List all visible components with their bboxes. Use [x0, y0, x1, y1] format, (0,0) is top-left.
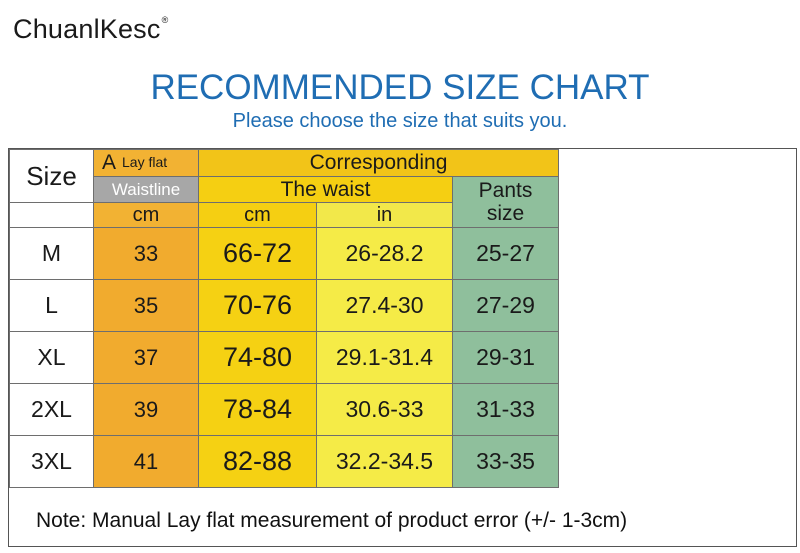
lay-flat-letter: A [102, 151, 117, 174]
row-size: XL [9, 331, 94, 384]
table-row: 3XL 41 82-88 32.2-34.5 33-35 [9, 435, 560, 488]
pants-label: Pants [478, 178, 533, 202]
lay-flat-header: A Lay flat [93, 149, 199, 177]
row-waist-in: 30.6-33 [316, 383, 453, 436]
row-size: 3XL [9, 435, 94, 488]
row-waist-cm: 82-88 [198, 435, 317, 488]
page-subtitle: Please choose the size that suits you. [232, 110, 568, 132]
row-pants-size: 25-27 [451, 227, 560, 280]
unit-cm-flat: cm [93, 202, 199, 228]
size-header-spacer [9, 202, 94, 228]
waistline-header: Waistline [93, 176, 199, 203]
row-waist-in: 29.1-31.4 [316, 331, 453, 384]
corresponding-header: Corresponding [197, 149, 560, 177]
size-label: size [486, 202, 525, 225]
brand-logo: ChuanlKesc® [13, 14, 168, 45]
row-flat: 37 [93, 331, 199, 384]
row-waist-in: 26-28.2 [316, 227, 453, 280]
page-title: RECOMMENDED SIZE CHART [150, 68, 650, 107]
row-size: M [9, 227, 94, 280]
row-flat: 33 [93, 227, 199, 280]
row-size: L [9, 279, 94, 332]
lay-flat-text: Lay flat [122, 154, 168, 170]
the-waist-header: The waist [198, 176, 453, 203]
registered-mark: ® [161, 15, 169, 25]
table-row: L 35 70-76 27.4-30 27-29 [9, 279, 560, 332]
table-row: 2XL 39 78-84 30.6-33 31-33 [9, 383, 560, 436]
chart-frame [8, 148, 797, 547]
size-table: Size A Lay flat Corresponding A [9, 149, 560, 488]
table-row: XL 37 74-80 29.1-31.4 29-31 [9, 331, 560, 384]
row-waist-cm: 70-76 [198, 279, 317, 332]
row-flat: 35 [93, 279, 199, 332]
row-size: 2XL [9, 383, 94, 436]
row-waist-cm: 78-84 [198, 383, 317, 436]
table-row: M 33 66-72 26-28.2 25-27 [9, 227, 560, 280]
size-header: Size [9, 149, 94, 203]
measurement-note: Note: Manual Lay flat measurement of pro… [36, 509, 628, 532]
row-pants-size: 29-31 [451, 331, 560, 384]
row-waist-in: 32.2-34.5 [316, 435, 453, 488]
row-pants-size: 27-29 [451, 279, 560, 332]
unit-cm-waist: cm [198, 202, 317, 228]
row-pants-size: 31-33 [451, 383, 560, 436]
row-waist-cm: 66-72 [198, 227, 317, 280]
brand-name: ChuanlKesc [13, 14, 161, 44]
row-waist-in: 27.4-30 [316, 279, 453, 332]
row-pants-size: 33-35 [451, 435, 560, 488]
row-waist-cm: 74-80 [198, 331, 317, 384]
pants-size-header: Pants size [451, 176, 560, 228]
row-flat: 41 [93, 435, 199, 488]
row-flat: 39 [93, 383, 199, 436]
unit-in-waist: in [316, 202, 453, 228]
